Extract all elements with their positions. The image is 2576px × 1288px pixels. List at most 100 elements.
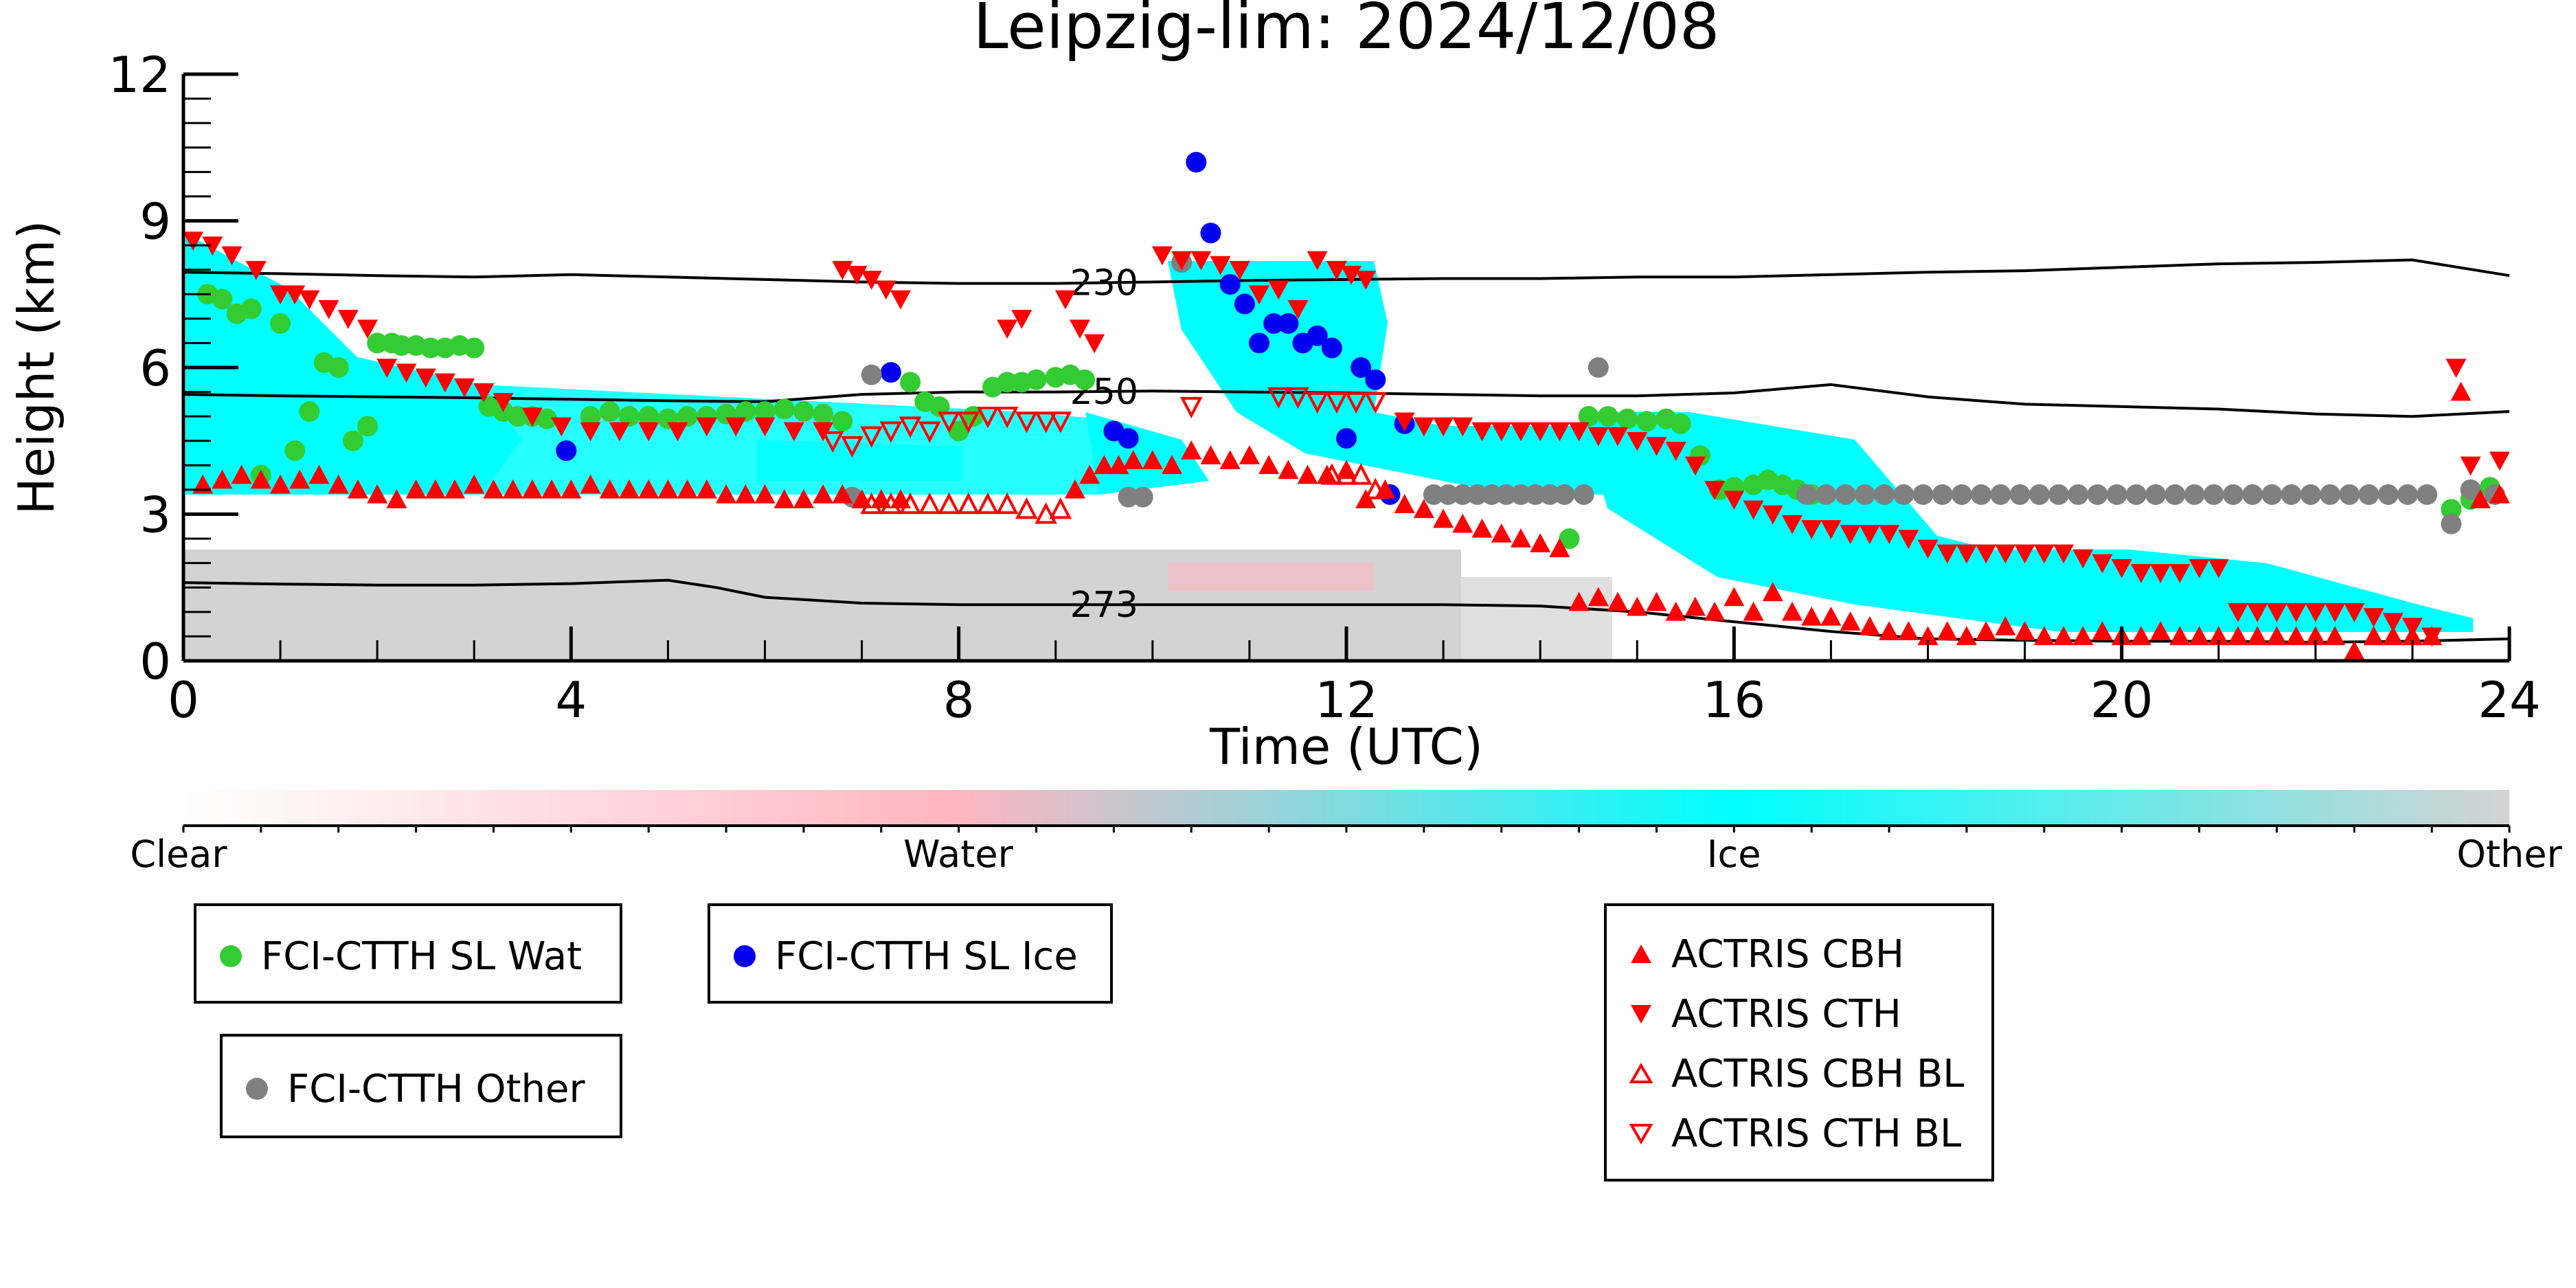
data-point bbox=[507, 406, 528, 427]
data-point bbox=[667, 422, 688, 442]
data-point bbox=[1820, 520, 1842, 539]
data-point bbox=[2150, 564, 2171, 583]
data-point bbox=[1229, 260, 1250, 280]
data-point bbox=[2189, 559, 2210, 578]
data-point bbox=[420, 337, 441, 359]
data-point bbox=[434, 373, 455, 393]
data-point bbox=[1898, 530, 1919, 550]
data-point bbox=[357, 319, 379, 339]
data-point bbox=[1015, 411, 1038, 433]
legend-label-fci-other: FCI-CTTH Other bbox=[287, 1066, 585, 1111]
data-point bbox=[2325, 626, 2346, 646]
data-point bbox=[754, 417, 776, 437]
data-point bbox=[1320, 463, 1344, 485]
data-point bbox=[1854, 484, 1875, 506]
data-point bbox=[1588, 427, 1609, 447]
data-point bbox=[861, 271, 882, 290]
data-point bbox=[899, 416, 922, 438]
data-point bbox=[638, 479, 659, 499]
data-point bbox=[2441, 513, 2462, 534]
data-point bbox=[318, 300, 339, 319]
data-point bbox=[1525, 484, 1546, 506]
data-point bbox=[580, 406, 601, 427]
data-point bbox=[1917, 539, 1939, 559]
triangle-up-icon bbox=[1625, 938, 1658, 971]
data-point bbox=[2285, 603, 2307, 622]
data-point bbox=[957, 411, 980, 433]
data-point bbox=[957, 492, 980, 515]
data-point bbox=[245, 260, 267, 280]
data-point bbox=[1495, 484, 1517, 506]
data-point bbox=[1287, 300, 1309, 319]
data-point bbox=[841, 436, 863, 458]
data-point bbox=[1627, 432, 1648, 451]
data-point bbox=[716, 484, 737, 504]
data-point bbox=[918, 421, 941, 443]
data-point bbox=[1665, 601, 1686, 621]
legend-label-actris-cth-bl: ACTRIS CTH BL bbox=[1671, 1111, 1962, 1156]
legend-label-fci-ice: FCI-CTTH SL Ice bbox=[775, 934, 1078, 979]
data-point bbox=[2184, 484, 2205, 506]
triangle-down-open-icon bbox=[1625, 1117, 1658, 1150]
data-point bbox=[2189, 626, 2210, 646]
data-point bbox=[1549, 422, 1570, 442]
data-point bbox=[1035, 411, 1057, 433]
data-point bbox=[962, 406, 984, 427]
data-point bbox=[2377, 484, 2399, 506]
data-point bbox=[1210, 256, 1231, 275]
data-point bbox=[821, 431, 844, 453]
data-point bbox=[1995, 544, 2016, 564]
data-point bbox=[2242, 484, 2263, 506]
data-point bbox=[1665, 442, 1686, 461]
data-point bbox=[1588, 357, 1609, 378]
data-point bbox=[580, 422, 601, 442]
data-point bbox=[2397, 484, 2418, 506]
data-point bbox=[1481, 484, 1502, 506]
data-point bbox=[2470, 489, 2491, 508]
legend-label-fci-wat: FCI-CTTH SL Wat bbox=[261, 934, 583, 979]
data-point bbox=[1568, 591, 1590, 611]
data-point bbox=[1249, 332, 1270, 354]
data-point bbox=[2014, 621, 2035, 641]
data-point bbox=[1976, 544, 1997, 564]
data-point bbox=[1394, 412, 1415, 432]
data-point bbox=[502, 479, 523, 499]
data-point bbox=[1394, 494, 1415, 514]
data-point bbox=[1351, 357, 1372, 378]
data-point bbox=[2169, 564, 2191, 583]
data-point bbox=[1186, 152, 1207, 173]
data-point bbox=[2068, 484, 2089, 506]
data-point bbox=[1108, 455, 1129, 475]
data-point bbox=[1321, 337, 1342, 359]
data-point bbox=[2402, 618, 2423, 637]
data-point bbox=[2421, 627, 2443, 647]
plot-axes: 0 3 6 9 12 0 4 8 12 16 20 24 bbox=[108, 46, 2540, 729]
data-point bbox=[1627, 596, 1648, 616]
legend-fci-wat: FCI-CTTH SL Wat bbox=[194, 903, 622, 1004]
data-point bbox=[677, 479, 698, 499]
data-point bbox=[1820, 606, 1842, 626]
other-phase-region-2 bbox=[1461, 577, 1612, 661]
y-tick-label: 9 bbox=[139, 193, 171, 251]
data-point bbox=[284, 285, 306, 305]
data-point bbox=[1559, 528, 1580, 550]
data-point bbox=[1936, 544, 1958, 564]
data-point bbox=[1840, 611, 1861, 631]
data-point bbox=[1936, 621, 1958, 641]
data-point bbox=[221, 246, 242, 266]
data-point bbox=[2261, 484, 2283, 506]
data-point bbox=[1724, 587, 1745, 607]
data-point bbox=[2130, 564, 2151, 583]
data-point bbox=[1471, 518, 1493, 538]
data-point bbox=[493, 393, 514, 412]
data-point bbox=[536, 408, 558, 429]
data-point bbox=[231, 464, 252, 484]
data-point bbox=[1336, 428, 1357, 449]
data-point bbox=[1151, 246, 1173, 266]
data-point bbox=[1325, 392, 1348, 414]
y-tick-label: 6 bbox=[139, 339, 171, 397]
data-point bbox=[995, 407, 1019, 429]
data-point bbox=[1433, 417, 1454, 437]
data-point bbox=[2227, 603, 2248, 622]
data-point bbox=[2247, 603, 2268, 622]
